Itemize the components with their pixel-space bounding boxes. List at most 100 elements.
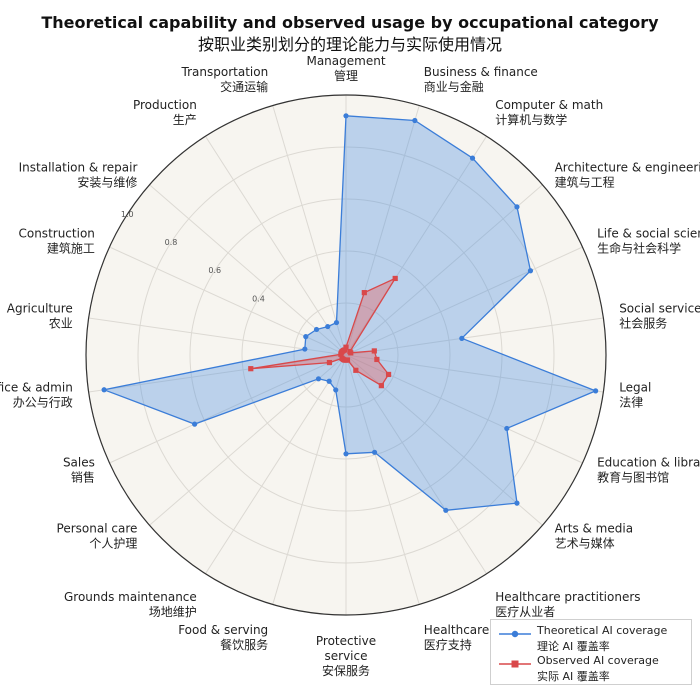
- category-label-zh: 医疗支持: [424, 637, 472, 652]
- category-label-zh: 教育与图书馆: [597, 470, 669, 485]
- radial-tick-label: 0.8: [165, 238, 178, 247]
- category-label-en: Legal: [619, 380, 651, 394]
- category-label-zh: 办公与行政: [13, 394, 73, 409]
- category-label-zh: 安保服务: [322, 663, 370, 678]
- category-label-zh: 管理: [334, 68, 358, 83]
- category-label-en: Protective: [316, 634, 376, 648]
- data-point-theoretical: [315, 376, 322, 382]
- category-label-zh: 生命与社会科学: [597, 240, 681, 255]
- category-label-en: Education & library: [597, 456, 700, 470]
- grid-spoke: [205, 354, 347, 574]
- data-point-observed: [341, 347, 348, 353]
- category-label-en: Computer & math: [495, 98, 603, 112]
- category-label: Protective service 安保服务: [316, 634, 376, 678]
- grid-spoke: [88, 354, 347, 393]
- grid-spoke: [345, 354, 604, 393]
- category-label-zh: 建筑与工程: [555, 174, 615, 189]
- category-label-en: Production: [133, 98, 197, 112]
- data-point-theoretical: [302, 346, 308, 352]
- data-point-theoretical: [101, 387, 107, 393]
- outer-frame: [85, 94, 607, 616]
- legend-square-marker-icon: [499, 660, 531, 668]
- category-label-en: Office & admin: [0, 380, 73, 394]
- category-label: Business & finance 商业与金融: [424, 65, 538, 94]
- legend-label-theoretical: Theoretical AI coverage: [537, 624, 668, 637]
- grid-spoke: [272, 354, 347, 605]
- category-label-zh: 法律: [619, 395, 643, 409]
- category-label: Transportation 交通运输: [181, 65, 269, 94]
- data-point-theoretical: [333, 387, 339, 393]
- data-point-observed: [385, 371, 392, 378]
- category-label-zh: 餐饮服务: [220, 637, 268, 652]
- data-point-theoretical: [593, 388, 599, 394]
- category-label: Grounds maintenance 场地维护: [64, 590, 197, 619]
- radial-tick-label: 0.6: [208, 266, 221, 275]
- data-point-theoretical: [303, 334, 309, 340]
- grid-spoke: [345, 136, 487, 356]
- data-point-observed: [374, 356, 380, 363]
- category-label: Food & serving 餐饮服务: [178, 623, 268, 652]
- category-label-zh: 生产: [173, 113, 197, 127]
- category-label: Architecture & engineering建筑与工程: [555, 160, 700, 189]
- legend-item-observed: Observed AI coverage 实际 AI 覆盖率: [491, 653, 691, 683]
- data-point-theoretical: [527, 268, 534, 274]
- grid-spoke: [205, 136, 347, 356]
- data-point-theoretical: [192, 421, 198, 427]
- category-label-zh: 建筑施工: [47, 240, 95, 255]
- category-label: Installation & repair 安装与维修: [19, 160, 138, 189]
- grid-spoke: [345, 317, 604, 356]
- category-label-zh: 医疗从业者: [495, 605, 555, 619]
- category-label-zh: 交通运输: [220, 79, 268, 94]
- grid-spoke: [109, 354, 347, 464]
- category-label: Arts & media 艺术与媒体: [555, 522, 633, 551]
- category-label-en: Transportation: [181, 65, 269, 79]
- data-point-theoretical: [326, 378, 332, 384]
- radial-tick-label: 0.4: [252, 294, 265, 303]
- data-point-theoretical: [412, 117, 418, 124]
- category-label: Production 生产: [133, 98, 197, 127]
- grid-spoke: [345, 105, 420, 356]
- category-label-zh: 场地维护: [149, 605, 197, 619]
- data-point-theoretical: [514, 500, 520, 506]
- category-label-en: Sales: [63, 456, 95, 470]
- category-label-en: Construction: [18, 226, 94, 240]
- category-label-en: Healthcare practitioners: [495, 590, 640, 604]
- category-label-zh: 销售: [71, 470, 95, 485]
- data-point-observed: [339, 355, 345, 362]
- data-point-theoretical: [333, 319, 340, 326]
- legend-label-observed-zh: 实际 AI 覆盖率: [537, 670, 610, 683]
- chart-subtitle: 按职业类别划分的理论能力与实际使用情况: [197, 35, 502, 54]
- category-label-en: Life & social sciences: [597, 226, 700, 240]
- category-label-en: Arts & media: [555, 522, 633, 536]
- category-label: Management 管理: [306, 54, 385, 83]
- category-label-zh: 安装与维修: [77, 174, 137, 189]
- data-point-theoretical: [343, 113, 349, 119]
- category-label: Agriculture 农业: [7, 302, 73, 331]
- data-point-theoretical: [469, 155, 476, 161]
- data-point-observed: [248, 366, 254, 372]
- legend: Theoretical AI coverage 理论 AI 覆盖率 Observ…: [490, 619, 692, 685]
- category-label-zh: 农业: [49, 317, 73, 331]
- grid-spoke: [345, 354, 583, 464]
- category-label: Sales 销售: [63, 456, 95, 485]
- data-point-theoretical: [459, 335, 465, 341]
- grid-spoke: [149, 184, 347, 356]
- category-label-zh: 个人护理: [89, 537, 137, 551]
- legend-item-theoretical: Theoretical AI coverage 理论 AI 覆盖率: [491, 623, 691, 653]
- category-label-en: Personal care: [57, 522, 138, 536]
- category-label: Computer & math 计算机与数学: [495, 98, 603, 127]
- data-point-observed: [353, 367, 359, 373]
- category-label-en: Architecture & engineering: [555, 160, 700, 174]
- category-label-en: Grounds maintenance: [64, 590, 197, 604]
- data-point-observed: [343, 344, 349, 350]
- legend-circle-marker-icon: [499, 630, 531, 638]
- title-block: Theoretical capability and observed usag…: [0, 12, 700, 56]
- category-label: Life & social sciences生命与社会科学: [597, 226, 700, 255]
- category-label-en: Installation & repair: [19, 160, 138, 174]
- data-point-theoretical: [504, 425, 510, 432]
- data-point-theoretical: [313, 326, 320, 333]
- category-label-en: Business & finance: [424, 65, 538, 79]
- category-label-en: Food & serving: [178, 623, 268, 637]
- grid-spoke: [345, 246, 583, 356]
- chart-title: Theoretical capability and observed usag…: [41, 13, 659, 32]
